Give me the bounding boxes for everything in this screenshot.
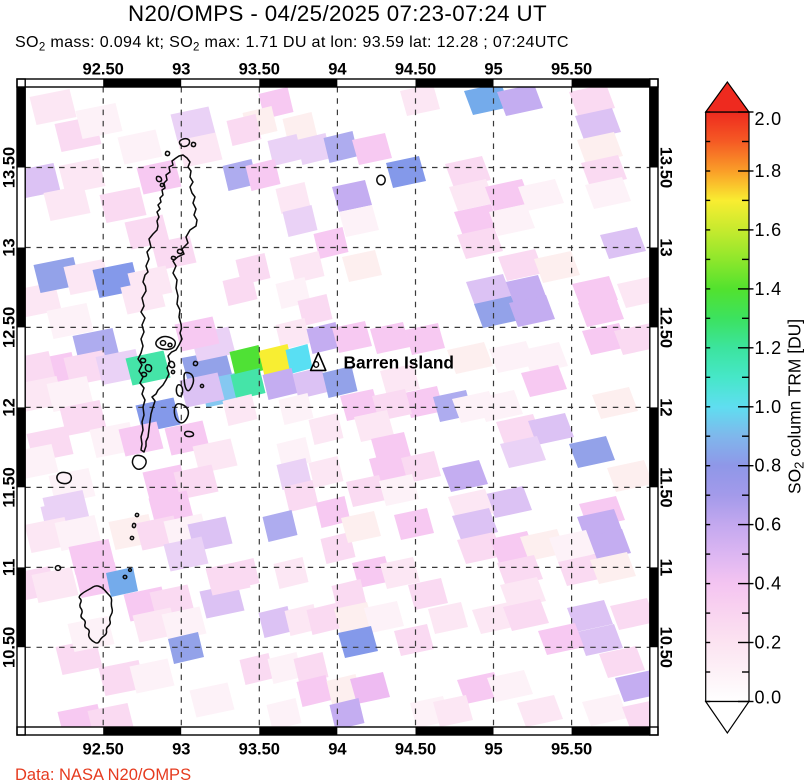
svg-text:92.50: 92.50: [83, 61, 124, 79]
svg-text:1.2: 1.2: [755, 338, 782, 358]
svg-text:11.50: 11.50: [657, 467, 675, 507]
svg-text:93: 93: [172, 61, 190, 79]
svg-text:SO2 mass: 0.094 kt; SO2 max: 1: SO2 mass: 0.094 kt; SO2 max: 1.71 DU at …: [15, 33, 569, 54]
svg-text:N20/OMPS - 04/25/2025 07:23-07: N20/OMPS - 04/25/2025 07:23-07:24 UT: [128, 1, 547, 26]
svg-text:95.50: 95.50: [551, 741, 592, 759]
svg-text:95: 95: [484, 61, 502, 79]
svg-text:13.50: 13.50: [1, 147, 19, 188]
svg-text:Barren Island: Barren Island: [344, 353, 454, 373]
svg-text:1.0: 1.0: [755, 397, 782, 417]
svg-text:SO2 column TRM [DU]: SO2 column TRM [DU]: [785, 319, 805, 494]
svg-text:92.50: 92.50: [83, 741, 124, 759]
svg-text:13.50: 13.50: [657, 147, 675, 188]
svg-text:10.50: 10.50: [657, 627, 675, 668]
svg-text:12.50: 12.50: [657, 307, 675, 348]
svg-text:12: 12: [657, 398, 675, 416]
svg-text:95: 95: [484, 741, 502, 759]
svg-text:94: 94: [328, 741, 347, 759]
svg-text:0.8: 0.8: [755, 456, 782, 476]
svg-text:11: 11: [1, 559, 19, 576]
svg-text:93.50: 93.50: [239, 61, 280, 79]
svg-text:1.4: 1.4: [755, 279, 782, 299]
svg-text:94.50: 94.50: [395, 61, 436, 79]
svg-text:1.6: 1.6: [755, 220, 782, 240]
svg-text:93.50: 93.50: [239, 741, 280, 759]
svg-text:2.0: 2.0: [755, 109, 782, 129]
svg-text:0.4: 0.4: [755, 574, 782, 594]
svg-text:1.8: 1.8: [755, 161, 782, 181]
svg-text:13: 13: [1, 238, 19, 256]
svg-text:0.6: 0.6: [755, 515, 782, 535]
svg-text:12.50: 12.50: [1, 307, 19, 348]
svg-text:94.50: 94.50: [395, 741, 436, 759]
svg-text:94: 94: [328, 61, 347, 79]
svg-text:11: 11: [657, 559, 675, 576]
svg-text:93: 93: [172, 741, 190, 759]
svg-text:95.50: 95.50: [551, 61, 592, 79]
svg-text:Data: NASA N20/OMPS: Data: NASA N20/OMPS: [15, 766, 191, 783]
svg-text:12: 12: [1, 398, 19, 416]
svg-text:11.50: 11.50: [1, 467, 19, 507]
svg-text:13: 13: [657, 238, 675, 256]
svg-text:10.50: 10.50: [1, 627, 19, 668]
svg-text:0.0: 0.0: [755, 688, 782, 708]
svg-text:0.2: 0.2: [755, 633, 782, 653]
